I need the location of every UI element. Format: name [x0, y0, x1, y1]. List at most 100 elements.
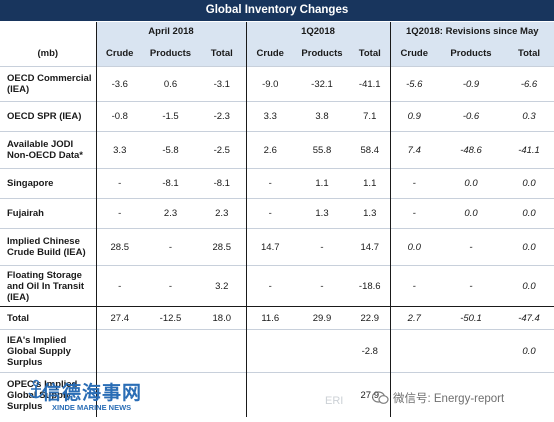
table-cell: -8.1	[143, 168, 198, 199]
watermark-faint-text: ERI	[325, 395, 344, 407]
table-cell: -	[438, 265, 505, 307]
table-cell: 7.1	[350, 101, 391, 132]
table-title: Global Inventory Changes	[0, 0, 554, 21]
table-cell: -	[245, 265, 294, 307]
table-cell: -2.8	[350, 329, 391, 373]
row-label: Singapore	[0, 168, 96, 199]
table-cell: 0.0	[504, 265, 554, 307]
table-cell	[389, 329, 439, 373]
row-label: OECD Commercial (IEA)	[0, 66, 96, 102]
table-cell: 1.1	[294, 168, 350, 199]
table-cell: 28.5	[95, 228, 143, 266]
table-cell: 0.9	[389, 101, 439, 132]
column-header-row: (mb) Crude Products Total Crude Products…	[0, 41, 554, 67]
group-header: 1Q2018	[245, 22, 391, 41]
group-header: April 2018	[95, 22, 246, 41]
table-row: IEA's Implied Global Supply Surplus -2.8 0…	[0, 329, 554, 373]
table-cell	[438, 329, 505, 373]
table-cell: 3.3	[245, 101, 294, 132]
table-cell	[389, 372, 439, 417]
table-cell: 0.0	[504, 228, 554, 266]
wechat-icon	[371, 391, 389, 405]
row-label: Floating Storage and Oil In Transit (IEA…	[0, 265, 96, 307]
table-cell: 58.4	[350, 131, 391, 169]
table-cell: -41.1	[350, 66, 391, 102]
column-header: Total	[350, 41, 391, 67]
table-cell: -0.6	[438, 101, 505, 132]
table-cell: 2.3	[198, 198, 246, 229]
column-header: Products	[294, 41, 350, 67]
table-cell: 0.0	[504, 329, 554, 373]
table-cell: -48.6	[438, 131, 505, 169]
table-cell	[504, 372, 554, 417]
table-row: Available JODI Non-OECD Data* 3.3 -5.8 -2.5…	[0, 131, 554, 169]
table-cell: -9.0	[245, 66, 294, 102]
table-cell: -0.9	[438, 66, 505, 102]
table-cell: 7.4	[389, 131, 439, 169]
table-cell: 55.8	[294, 131, 350, 169]
table-cell: -32.1	[294, 66, 350, 102]
table-cell: 0.0	[438, 198, 505, 229]
group-header: 1Q2018: Revisions since May	[389, 22, 554, 41]
table-cell: 0.3	[504, 101, 554, 132]
table-cell: -1.5	[143, 101, 198, 132]
anchor-logo-icon	[27, 379, 45, 401]
table-cell: -	[143, 265, 198, 307]
inventory-table: April 2018 1Q2018 1Q2018: Revisions sinc…	[0, 22, 554, 417]
table-cell: -5.8	[143, 131, 198, 169]
table-cell: -	[294, 265, 350, 307]
column-header: Total	[504, 41, 554, 67]
table-cell: 0.0	[504, 168, 554, 199]
table-cell: -	[143, 228, 198, 266]
table-row: OECD Commercial (IEA) -3.6 0.6 -3.1 -9.0 -32.…	[0, 66, 554, 102]
table-row: Implied Chinese Crude Build (IEA) 28.5-28…	[0, 228, 554, 266]
table-cell: 27.4	[95, 306, 143, 330]
table-cell: -5.6	[389, 66, 439, 102]
table-cell: 2.6	[245, 131, 294, 169]
table-cell: -3.1	[198, 66, 246, 102]
table-cell: -6.6	[504, 66, 554, 102]
table-cell: -	[95, 168, 143, 199]
table-cell: 3.8	[294, 101, 350, 132]
table-cell: 0.0	[504, 198, 554, 229]
table-cell: 2.3	[143, 198, 198, 229]
table-cell: -12.5	[143, 306, 198, 330]
column-header: Crude	[95, 41, 143, 67]
column-header: Crude	[245, 41, 294, 67]
table-cell: -	[294, 228, 350, 266]
wechat-id-text: 微信号: Energy-report	[393, 393, 505, 405]
row-label: Available JODI Non-OECD Data*	[0, 131, 96, 169]
table-cell: 3.2	[198, 265, 246, 307]
table-cell: 0.6	[143, 66, 198, 102]
total-row: Total 27.4 -12.5 18.0 11.6 29.9 22.9 2.7 -50.1 -4…	[0, 306, 554, 330]
table-cell	[245, 329, 294, 373]
table-cell: -3.6	[95, 66, 143, 102]
table-cell	[294, 329, 350, 373]
table-cell: 29.9	[294, 306, 350, 330]
table-cell: -47.4	[504, 306, 554, 330]
column-header: Products	[438, 41, 505, 67]
table-cell: -	[245, 198, 294, 229]
table-cell: 0.0	[389, 228, 439, 266]
unit-label: (mb)	[0, 41, 96, 67]
table-cell: 18.0	[198, 306, 246, 330]
table-cell: -18.6	[350, 265, 391, 307]
table-cell: 1.1	[350, 168, 391, 199]
table-cell	[245, 372, 294, 417]
table-cell	[95, 329, 143, 373]
table-cell: -	[438, 228, 505, 266]
table-cell: -	[95, 265, 143, 307]
row-label: Fujairah	[0, 198, 96, 229]
table-cell	[198, 329, 246, 373]
table-cell: -	[95, 198, 143, 229]
table-cell: 14.7	[245, 228, 294, 266]
table-cell	[438, 372, 505, 417]
watermark-logo-text: 信德海事网	[42, 382, 143, 404]
table-cell: -	[389, 265, 439, 307]
table-cell: 2.7	[389, 306, 439, 330]
wechat-watermark: 微信号: Energy-report	[371, 390, 505, 406]
table-row: Singapore - -8.1 -8.1-1.1 1.1-0.0 0.0	[0, 168, 554, 199]
table-cell: -0.8	[95, 101, 143, 132]
row-label: Total	[0, 306, 96, 330]
table-cell: 28.5	[198, 228, 246, 266]
